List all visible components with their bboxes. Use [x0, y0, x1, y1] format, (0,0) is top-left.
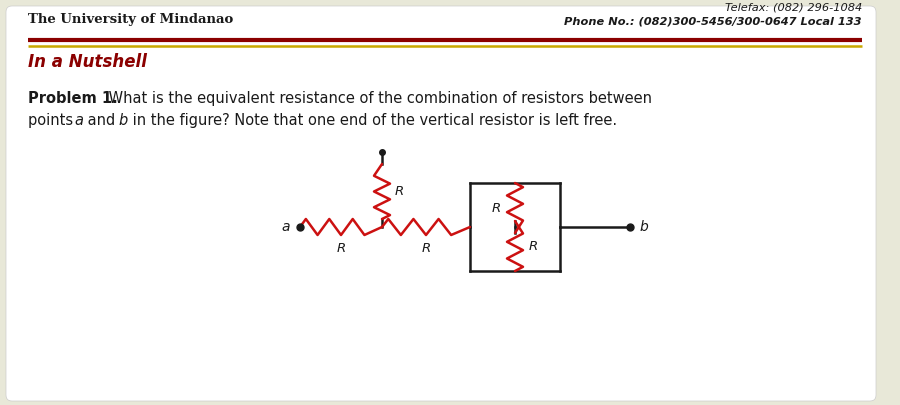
Text: a: a	[74, 113, 83, 128]
Text: What is the equivalent resistance of the combination of resistors between: What is the equivalent resistance of the…	[104, 91, 652, 106]
Text: b: b	[118, 113, 127, 128]
Text: In a Nutshell: In a Nutshell	[28, 53, 147, 71]
Text: Telefax: (082) 296-1084: Telefax: (082) 296-1084	[724, 2, 862, 12]
FancyBboxPatch shape	[6, 6, 876, 401]
Text: R: R	[395, 185, 404, 198]
Text: R: R	[529, 239, 538, 252]
Text: Phone No.: (082)300-5456/300-0647 Local 133: Phone No.: (082)300-5456/300-0647 Local …	[564, 17, 862, 27]
Text: and: and	[83, 113, 120, 128]
Text: in the figure? Note that one end of the vertical resistor is left free.: in the figure? Note that one end of the …	[128, 113, 617, 128]
Text: R: R	[421, 242, 430, 255]
Text: points: points	[28, 113, 77, 128]
Text: R: R	[491, 202, 501, 215]
Text: R: R	[337, 242, 346, 255]
Text: b: b	[640, 220, 649, 234]
Text: Problem 1.: Problem 1.	[28, 91, 118, 106]
Text: a: a	[282, 220, 290, 234]
Text: The University of Mindanao: The University of Mindanao	[28, 13, 233, 26]
